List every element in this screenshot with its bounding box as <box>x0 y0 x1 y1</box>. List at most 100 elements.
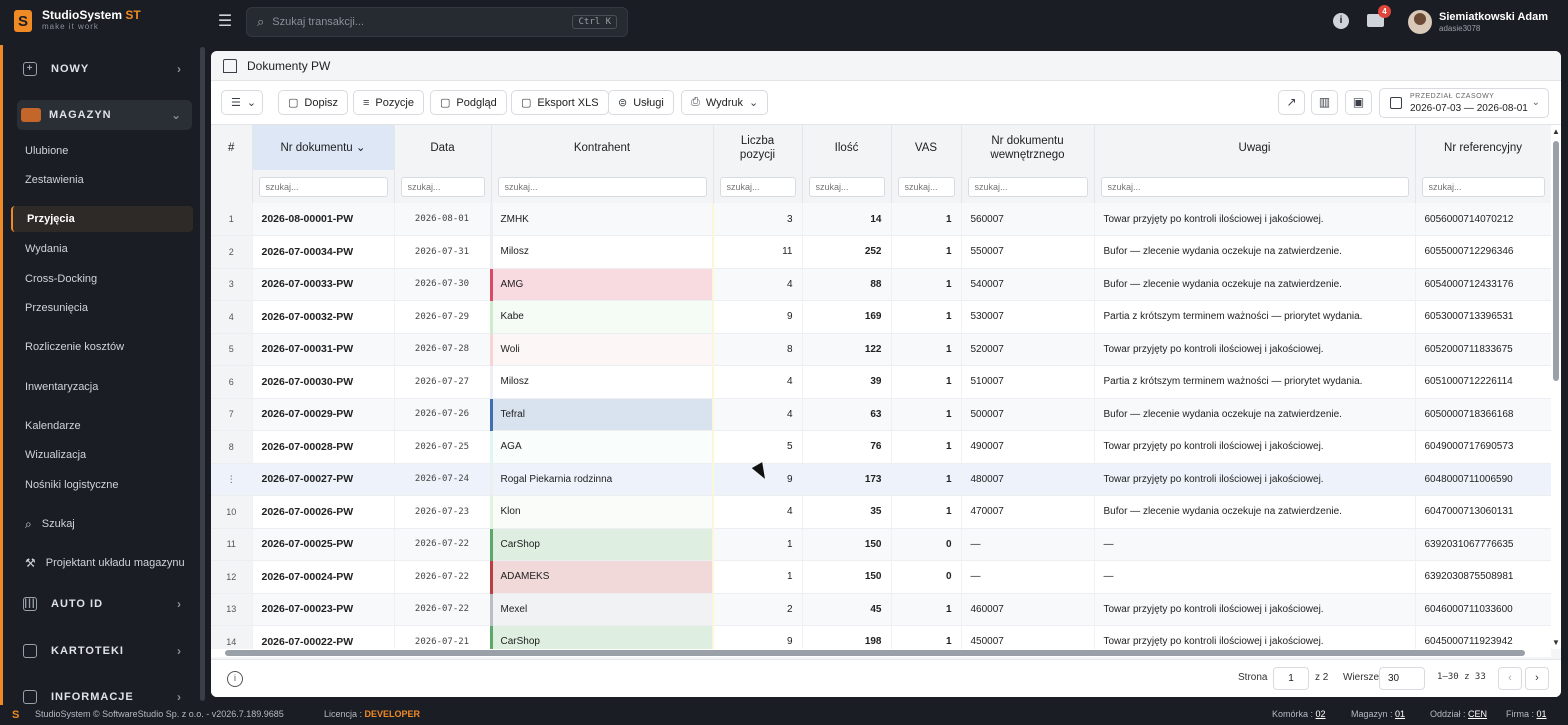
uslugi-button[interactable]: ⊜ Usługi <box>608 90 674 115</box>
app-logo[interactable]: S StudioSystem ST make it work <box>14 9 141 33</box>
dopisz-button[interactable]: ▢ Dopisz <box>278 90 349 115</box>
sidebar-section-informacje[interactable]: INFORMACJE › <box>17 682 192 712</box>
column-header-data[interactable]: Data <box>394 125 492 170</box>
menu-dropdown-button[interactable]: ☰ ⌄ <box>221 90 263 115</box>
table-row[interactable]: 12 2026-07-00024-PW 2026-07-22 ADAMEKS 1 150 0… <box>211 560 1551 594</box>
save-icon[interactable]: ▣ <box>1345 90 1372 115</box>
sidebar-item-wydania[interactable]: Wydania <box>25 243 68 255</box>
filter-uwagi[interactable] <box>1100 176 1409 197</box>
pozycje-button[interactable]: ≡ Pozycje <box>353 90 424 115</box>
sidebar-scrollbar[interactable] <box>200 47 205 701</box>
filter-liczba-pozycji[interactable] <box>719 176 796 197</box>
footer-oddzial[interactable]: Oddział : CEN <box>1430 709 1487 719</box>
table-row[interactable]: 2 2026-07-00034-PW 2026-07-31 Milosz 11 252 1 5… <box>211 235 1551 269</box>
global-search[interactable]: ⌕ Ctrl K <box>246 7 628 37</box>
eksport-label: Eksport XLS <box>537 96 599 109</box>
filter-data[interactable] <box>400 176 485 197</box>
mail-icon[interactable] <box>1367 14 1384 27</box>
cell-vas: 1 <box>891 593 962 626</box>
cell-liczba-pozycji: 8 <box>713 333 803 366</box>
table-row[interactable]: 7 2026-07-00029-PW 2026-07-26 Tefral 4 63 1 500… <box>211 398 1551 431</box>
column-header-vas[interactable]: VAS <box>891 125 962 170</box>
info-icon[interactable]: i <box>227 671 243 687</box>
search-input[interactable] <box>272 16 573 28</box>
column-header-liczba-pozycji[interactable]: Liczba pozycji <box>713 125 803 170</box>
sidebar-item-kalendarze[interactable]: Kalendarze <box>25 420 81 432</box>
sidebar-item-wizualizacja[interactable]: Wizualizacja <box>25 449 87 461</box>
table-row[interactable]: 3 2026-07-00033-PW 2026-07-30 AMG 4 88 1 540007… <box>211 268 1551 301</box>
sidebar-item-inwentaryzacja[interactable]: Inwentaryzacja <box>25 381 99 393</box>
footer-magazyn-value: 01 <box>1395 709 1406 719</box>
sidebar-item-przesuniecia[interactable]: Przesunięcia <box>25 302 88 314</box>
filter-cell <box>1415 170 1551 203</box>
sidebar-item-rozliczenie[interactable]: Rozliczenie kosztów <box>25 341 125 353</box>
column-header-nr-referencyjny[interactable]: Nr referencyjny <box>1415 125 1551 170</box>
sidebar-item-przyjecia[interactable]: Przyjęcia <box>11 206 193 232</box>
prev-page-button[interactable]: ‹ <box>1498 667 1522 690</box>
scroll-thumb[interactable] <box>225 650 1525 656</box>
eksport-xls-button[interactable]: ▢ Eksport XLS <box>511 90 609 115</box>
sidebar-item-cross-docking[interactable]: Cross-Docking <box>25 273 98 285</box>
column-header-ilosc[interactable]: Ilość <box>802 125 892 170</box>
column-header-uwagi[interactable]: Uwagi <box>1094 125 1416 170</box>
sidebar-item-zestawienia[interactable]: Zestawienia <box>25 174 84 186</box>
cell-kontrahent: Milosz <box>489 365 714 399</box>
table-vertical-scrollbar[interactable]: ▲ ▼ <box>1551 125 1561 649</box>
sidebar-section-label: INFORMACJE <box>51 691 134 703</box>
rows-per-page-input[interactable]: 30 <box>1379 667 1425 690</box>
table-row[interactable]: 14 2026-07-00022-PW 2026-07-21 CarShop 9 198 1… <box>211 625 1551 649</box>
table-row[interactable]: 1 2026-08-00001-PW 2026-08-01 ZMHK 3 14 1 56000… <box>211 203 1551 236</box>
cell-liczba-pozycji: 1 <box>713 528 803 561</box>
column-header-kontrahent[interactable]: Kontrahent <box>491 125 714 170</box>
filter-nr-dokumentu[interactable] <box>258 176 388 197</box>
filter-vas[interactable] <box>897 176 955 197</box>
sidebar-section-kartoteki[interactable]: KARTOTEKI › <box>17 636 192 666</box>
table-row[interactable]: 10 2026-07-00026-PW 2026-07-23 Klon 4 35 1 4700… <box>211 495 1551 529</box>
table-row[interactable]: 6 2026-07-00030-PW 2026-07-27 Milosz 4 39 1 510… <box>211 365 1551 399</box>
filter-nr-wewnetrzny[interactable] <box>967 176 1088 197</box>
filter-ilosc[interactable] <box>808 176 885 197</box>
sidebar-section-auto-id[interactable]: ||| AUTO ID › <box>17 589 192 619</box>
table-row[interactable]: 11 2026-07-00025-PW 2026-07-22 CarShop 1 150 0… <box>211 528 1551 561</box>
menu-collapse-icon[interactable]: ☰ <box>217 13 233 30</box>
sidebar-item-ulubione[interactable]: Ulubione <box>25 145 69 157</box>
scroll-up-icon[interactable]: ▲ <box>1552 127 1560 136</box>
cell-ilosc: 14 <box>802 203 892 236</box>
column-header-nr-dokumentu[interactable]: Nr dokumentu ⌄ <box>252 125 395 170</box>
sidebar-item-szukaj[interactable]: ⌕ Szukaj <box>11 511 193 537</box>
table-row[interactable]: 4 2026-07-00032-PW 2026-07-29 Kabe 9 169 1 5300… <box>211 300 1551 334</box>
columns-icon[interactable]: ▥ <box>1311 90 1338 115</box>
home-icon[interactable] <box>223 58 237 73</box>
footer-magazyn[interactable]: Magazyn : 01 <box>1351 709 1405 719</box>
footer-komorka[interactable]: Komórka : 02 <box>1272 709 1326 719</box>
user-name[interactable]: Siemiatkowski Adam <box>1439 11 1549 23</box>
date-range-picker[interactable]: PRZEDZIAŁ CZASOWY 2026-07-03 — 2026-08-0… <box>1379 88 1549 118</box>
filter-kontrahent[interactable] <box>497 176 707 197</box>
column-header-nr-wewnetrzny[interactable]: Nr dokumentu wewnętrznego <box>961 125 1095 170</box>
table-row[interactable]: 8 2026-07-00028-PW 2026-07-25 AGA 5 76 1 490007… <box>211 430 1551 464</box>
table-row[interactable]: 5 2026-07-00031-PW 2026-07-28 Woli 8 122 1 5200… <box>211 333 1551 366</box>
podglad-button[interactable]: ▢ Podgląd <box>430 90 507 115</box>
avatar[interactable] <box>1408 10 1432 34</box>
trend-chart-icon[interactable]: ↗ <box>1278 90 1305 115</box>
page-input[interactable]: 1 <box>1273 667 1309 690</box>
next-page-button[interactable]: › <box>1525 667 1549 690</box>
column-header-index[interactable]: # <box>211 125 253 170</box>
scroll-thumb[interactable] <box>1553 141 1559 381</box>
sidebar-section-magazyn[interactable]: MAGAZYN ⌄ <box>17 100 192 130</box>
folder-icon <box>23 644 37 658</box>
table-horizontal-scrollbar[interactable] <box>211 649 1551 657</box>
wydruk-button[interactable]: ⎙ Wydruk ⌄ <box>681 90 769 115</box>
info-icon[interactable]: i <box>1333 13 1349 29</box>
status-bar: S StudioSystem © SoftwareStudio Sp. z o.… <box>0 705 1568 725</box>
sidebar-item-nosniki[interactable]: Nośniki logistyczne <box>25 479 119 491</box>
footer-firma[interactable]: Firma : 01 <box>1506 709 1547 719</box>
podglad-label: Podgląd <box>456 96 497 109</box>
sidebar-section-label: AUTO ID <box>51 598 104 610</box>
table-row[interactable]: 13 2026-07-00023-PW 2026-07-22 Mexel 2 45 1 460… <box>211 593 1551 626</box>
filter-nr-referencyjny[interactable] <box>1421 176 1545 197</box>
sidebar-section-nowy[interactable]: + NOWY › <box>17 54 192 84</box>
sidebar-item-projektant[interactable]: ⚒ Projektant układu magazynu <box>11 550 193 576</box>
table-row[interactable]: ⋮ 2026-07-00027-PW 2026-07-24 Rogal Piekarn… <box>211 463 1551 496</box>
scroll-down-icon[interactable]: ▼ <box>1552 638 1560 647</box>
